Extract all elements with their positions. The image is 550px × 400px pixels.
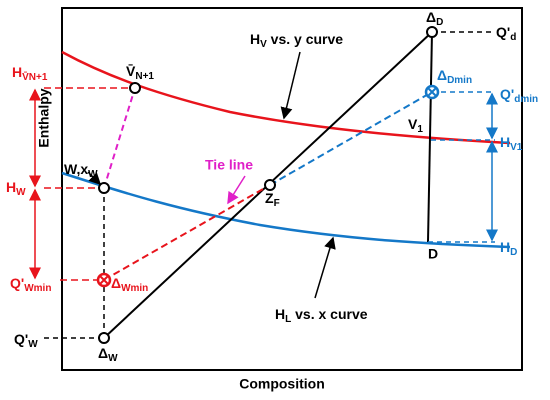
label-sub: dmin (514, 94, 538, 105)
hl-curve-label: HL vs. x curve (275, 306, 368, 325)
point-label: V1 (408, 116, 423, 135)
label-main: H (6, 179, 16, 195)
label-sub: N+1 (135, 71, 154, 82)
label-main: H (500, 239, 510, 255)
label-sub: Wmin (24, 283, 51, 294)
hv-curve (61, 50, 511, 145)
point-label: Q'd (496, 24, 516, 43)
label-main: Q' (14, 331, 28, 347)
label-sub: d (510, 32, 516, 43)
point-label: ΔWmin (111, 275, 148, 294)
point-label: Q'W (14, 331, 38, 350)
tie-pointer (227, 175, 246, 205)
label-sub: W (16, 187, 26, 198)
label-sub: V̄N+1 (22, 70, 48, 82)
tie-line (103, 87, 136, 189)
point-label: HD (500, 239, 517, 258)
label-sub: 1 (417, 124, 423, 135)
label-main: W,x (64, 161, 88, 177)
label-sub: W (28, 339, 38, 350)
y-axis-label: Enthalpy (36, 88, 52, 147)
label-sub: W (108, 353, 118, 364)
label-sub: V1 (510, 142, 523, 153)
point-label: HV̄N+1 (12, 64, 48, 83)
x-axis-label: Composition (239, 376, 325, 392)
label-main: Δ (426, 9, 436, 25)
w-pointer (87, 171, 102, 186)
point-delta-wmin (96, 272, 112, 288)
point-delta-w (98, 332, 110, 344)
label-main: H (12, 64, 22, 80)
point-w (98, 182, 110, 194)
point-vn1 (129, 82, 141, 94)
label-main: Z (265, 190, 274, 206)
d-label: D (428, 246, 438, 262)
point-label: ΔW (98, 345, 118, 364)
point-label: Q'dmin (500, 86, 538, 105)
label-main: Δ (111, 275, 121, 291)
point-label: W,xW (64, 161, 98, 180)
label-main: Q' (10, 275, 24, 291)
frame (61, 7, 523, 371)
label-main: H (500, 134, 510, 150)
point-label: ZF (265, 190, 280, 209)
label-rest: vs. x curve (291, 306, 367, 322)
min-line-blue (269, 91, 433, 186)
min-line-red (103, 184, 271, 281)
point-label: V̄N+1 (126, 62, 154, 82)
label-main: H (275, 306, 285, 322)
label-main: V̄ (126, 62, 136, 79)
point-label: HW (6, 179, 26, 198)
d-line (427, 31, 433, 243)
label-main: Δ (98, 345, 108, 361)
label-sub: Dmin (447, 75, 472, 86)
hl-curve (61, 171, 511, 249)
label-main: Q' (496, 24, 510, 40)
label-sub: L (285, 314, 291, 325)
label-sub: D (510, 247, 517, 258)
hl-pointer (314, 236, 336, 299)
point-label: Q'Wmin (10, 275, 51, 294)
point-zf (264, 179, 276, 191)
label-main: Q' (500, 86, 514, 102)
point-label: ΔD (426, 9, 443, 28)
point-label: HV1 (500, 134, 523, 153)
label-sub: D (436, 17, 443, 28)
label-main: V (408, 116, 418, 132)
point-delta-dmin (424, 84, 440, 100)
label-rest: vs. y curve (267, 31, 343, 47)
point-label: ΔDmin (437, 67, 472, 86)
label-sub: F (274, 198, 280, 209)
hv-pointer (280, 51, 301, 120)
point-delta-d (426, 26, 438, 38)
label-main: Δ (437, 67, 447, 83)
label-sub: V (260, 39, 267, 50)
label-sub: Wmin (121, 283, 148, 294)
label-main: H (250, 31, 260, 47)
tie-line-label: Tie line (205, 157, 253, 173)
hv-curve-label: HV vs. y curve (250, 31, 343, 50)
label-sub: W (88, 169, 98, 180)
